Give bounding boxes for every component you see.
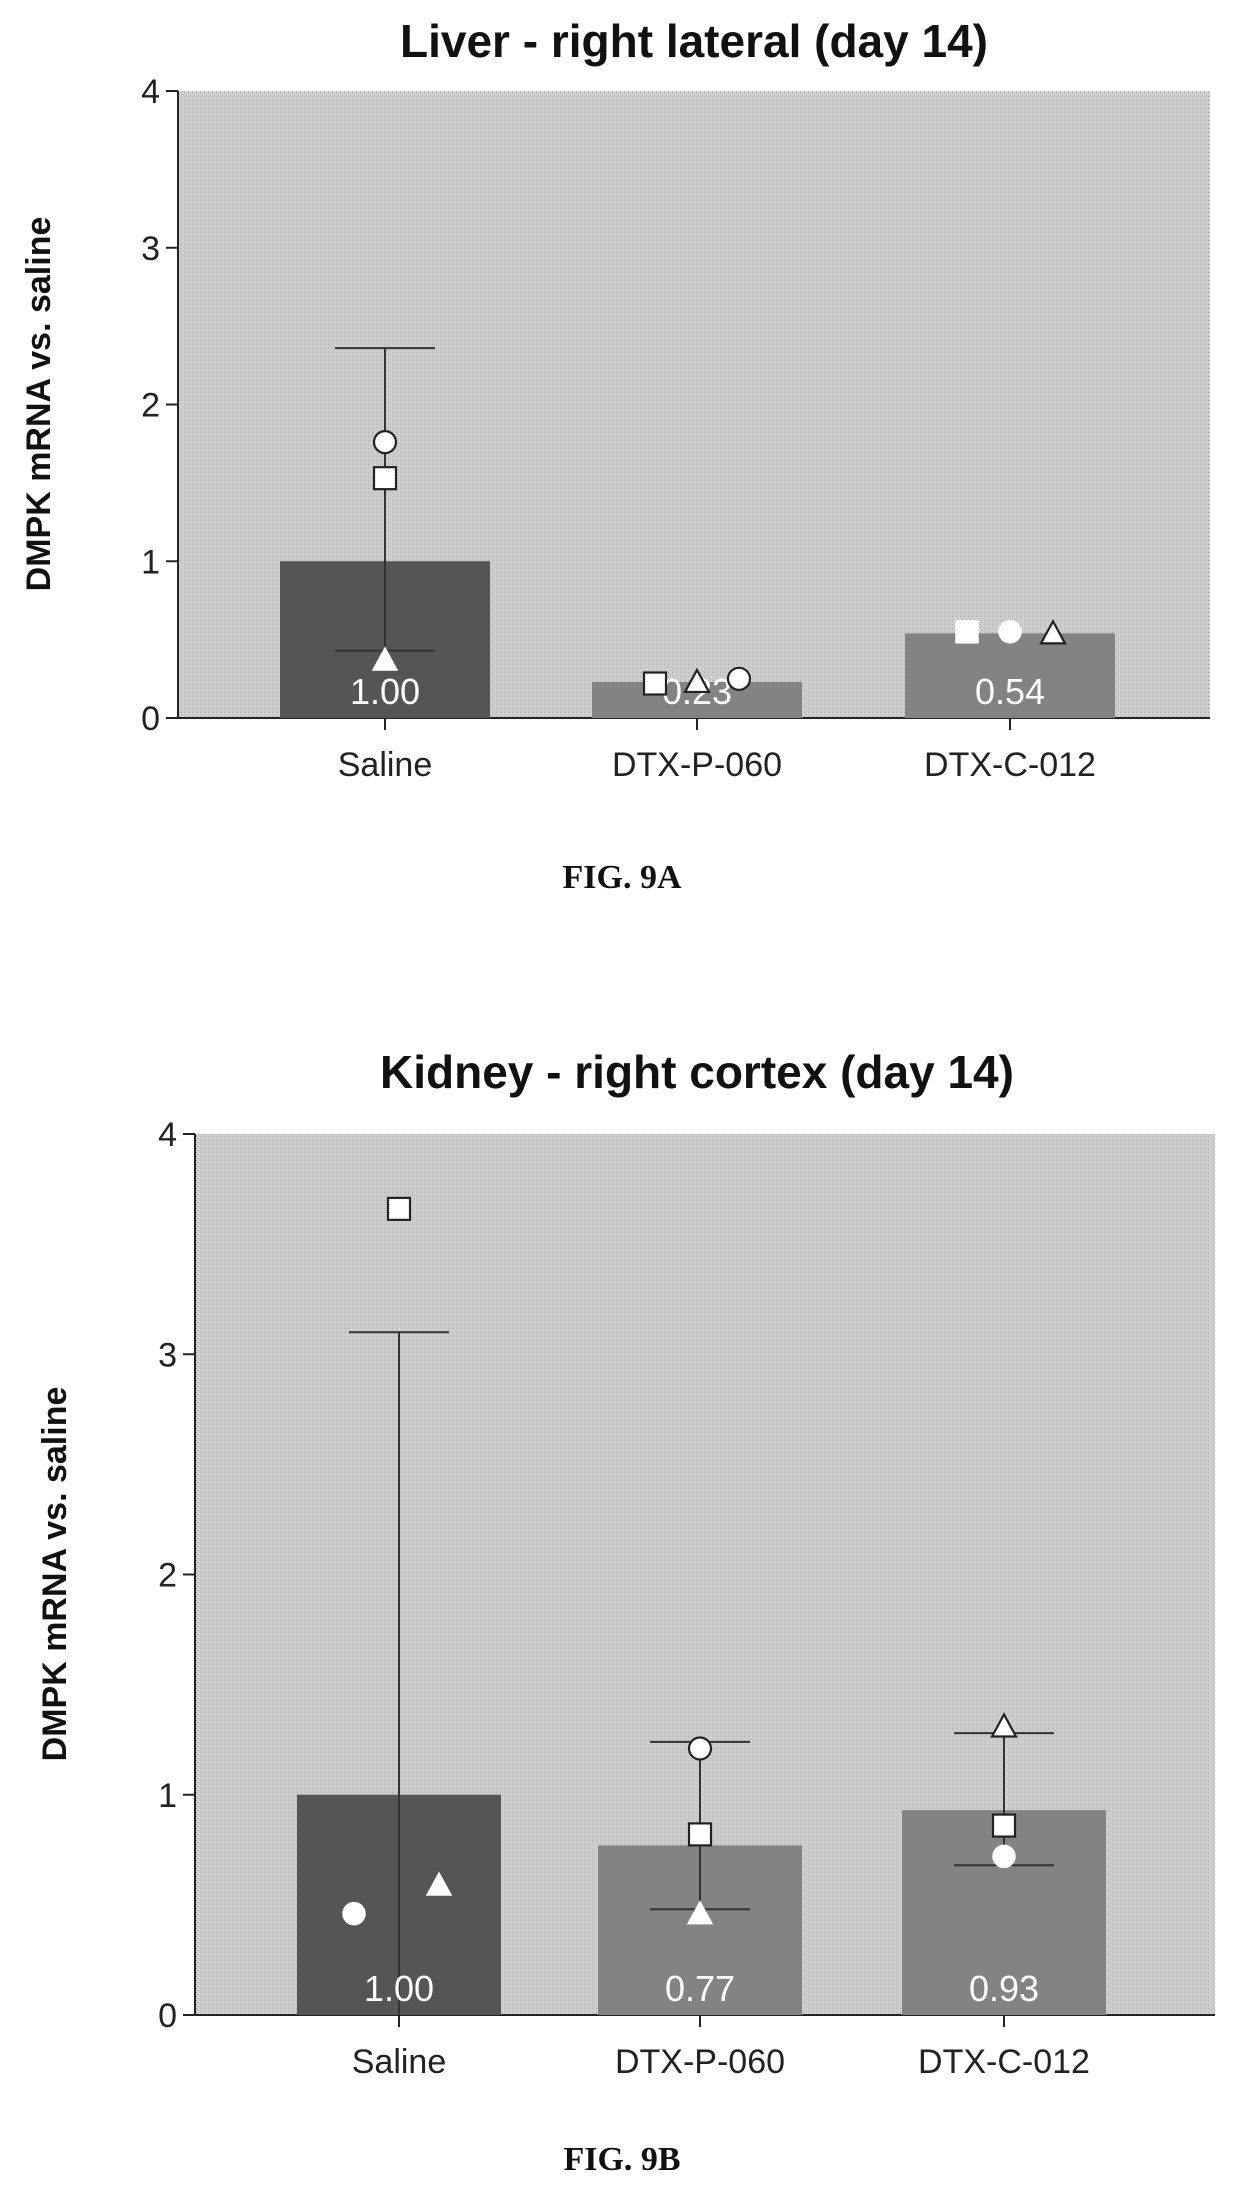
x-tick-label-dtx-c-012: DTX-C-012 bbox=[924, 746, 1096, 784]
data-point-square-0-1-0 bbox=[642, 671, 668, 696]
figure-caption: FIG. 9A bbox=[563, 859, 682, 896]
y-tick-label-0: 0 bbox=[141, 700, 160, 738]
figure-caption: FIG. 9B bbox=[563, 2141, 680, 2178]
bar-value-label-dtx-c-012: 0.54 bbox=[975, 671, 1045, 712]
data-point-square-1-1-1 bbox=[687, 1822, 713, 1847]
data-point-square-1-2-1 bbox=[991, 1813, 1017, 1838]
chart-kidney-right-cortex: Kidney - right cortex (day 14) DMPK mRNA… bbox=[36, 1046, 1215, 2178]
chart-liver-right-lateral: Liver - right lateral (day 14) DMPK mRNA… bbox=[20, 15, 1210, 896]
bar-value-label-saline: 1.00 bbox=[364, 1968, 434, 2009]
data-point-circle-1-1-0 bbox=[687, 1736, 713, 1761]
y-tick-label-4: 4 bbox=[141, 73, 160, 111]
y-tick-label-1: 1 bbox=[158, 1777, 177, 1815]
x-tick-label-saline: Saline bbox=[338, 746, 433, 784]
data-point-triangle-0-0-2 bbox=[371, 646, 399, 671]
figure-9a: Liver - right lateral (day 14) DMPK mRNA… bbox=[0, 0, 1245, 1000]
chart-title: Liver - right lateral (day 14) bbox=[400, 15, 988, 67]
y-tick-label-3: 3 bbox=[158, 1336, 177, 1374]
data-point-square-1-0-0 bbox=[386, 1196, 412, 1221]
y-axis-label: DMPK mRNA vs. saline bbox=[36, 1387, 74, 1762]
x-tick-label-dtx-c-012: DTX-C-012 bbox=[918, 2043, 1090, 2081]
bar-value-label-dtx-c-012: 0.93 bbox=[969, 1968, 1039, 2009]
y-tick-label-1: 1 bbox=[141, 543, 160, 581]
data-point-triangle-1-1-2 bbox=[686, 1900, 714, 1925]
data-point-circle-1-2-2 bbox=[992, 1844, 1016, 1869]
y-axis-label: DMPK mRNA vs. saline bbox=[20, 217, 58, 592]
data-point-circle-0-1-2 bbox=[726, 666, 752, 691]
data-point-square-0-2-0 bbox=[955, 620, 979, 644]
y-tick-label-0: 0 bbox=[158, 1997, 177, 2035]
data-point-circle-1-0-1 bbox=[342, 1901, 366, 1926]
bar-dtx-c-012 bbox=[905, 633, 1115, 718]
data-point-circle-0-0-0 bbox=[372, 430, 398, 455]
y-tick-label-4: 4 bbox=[158, 1116, 177, 1154]
data-point-triangle-1-2-0 bbox=[990, 1712, 1018, 1738]
chart-title: Kidney - right cortex (day 14) bbox=[380, 1046, 1014, 1098]
x-tick-label-saline: Saline bbox=[352, 2043, 447, 2081]
bar-value-label-saline: 1.00 bbox=[350, 671, 420, 712]
data-point-square-0-0-1 bbox=[372, 466, 398, 491]
figure-9b: Kidney - right cortex (day 14) DMPK mRNA… bbox=[0, 1000, 1245, 2189]
data-point-circle-0-2-1 bbox=[998, 620, 1022, 644]
x-tick-label-dtx-p-060: DTX-P-060 bbox=[612, 746, 782, 784]
y-tick-label-2: 2 bbox=[141, 387, 160, 425]
x-tick-label-dtx-p-060: DTX-P-060 bbox=[615, 2043, 785, 2081]
y-tick-label-3: 3 bbox=[141, 230, 160, 268]
data-point-triangle-1-0-2 bbox=[425, 1871, 453, 1896]
y-tick-label-2: 2 bbox=[158, 1557, 177, 1595]
data-point-triangle-0-2-2 bbox=[1039, 619, 1067, 645]
bar-value-label-dtx-p-060: 0.77 bbox=[665, 1968, 735, 2009]
data-point-triangle-0-1-1 bbox=[683, 667, 711, 694]
